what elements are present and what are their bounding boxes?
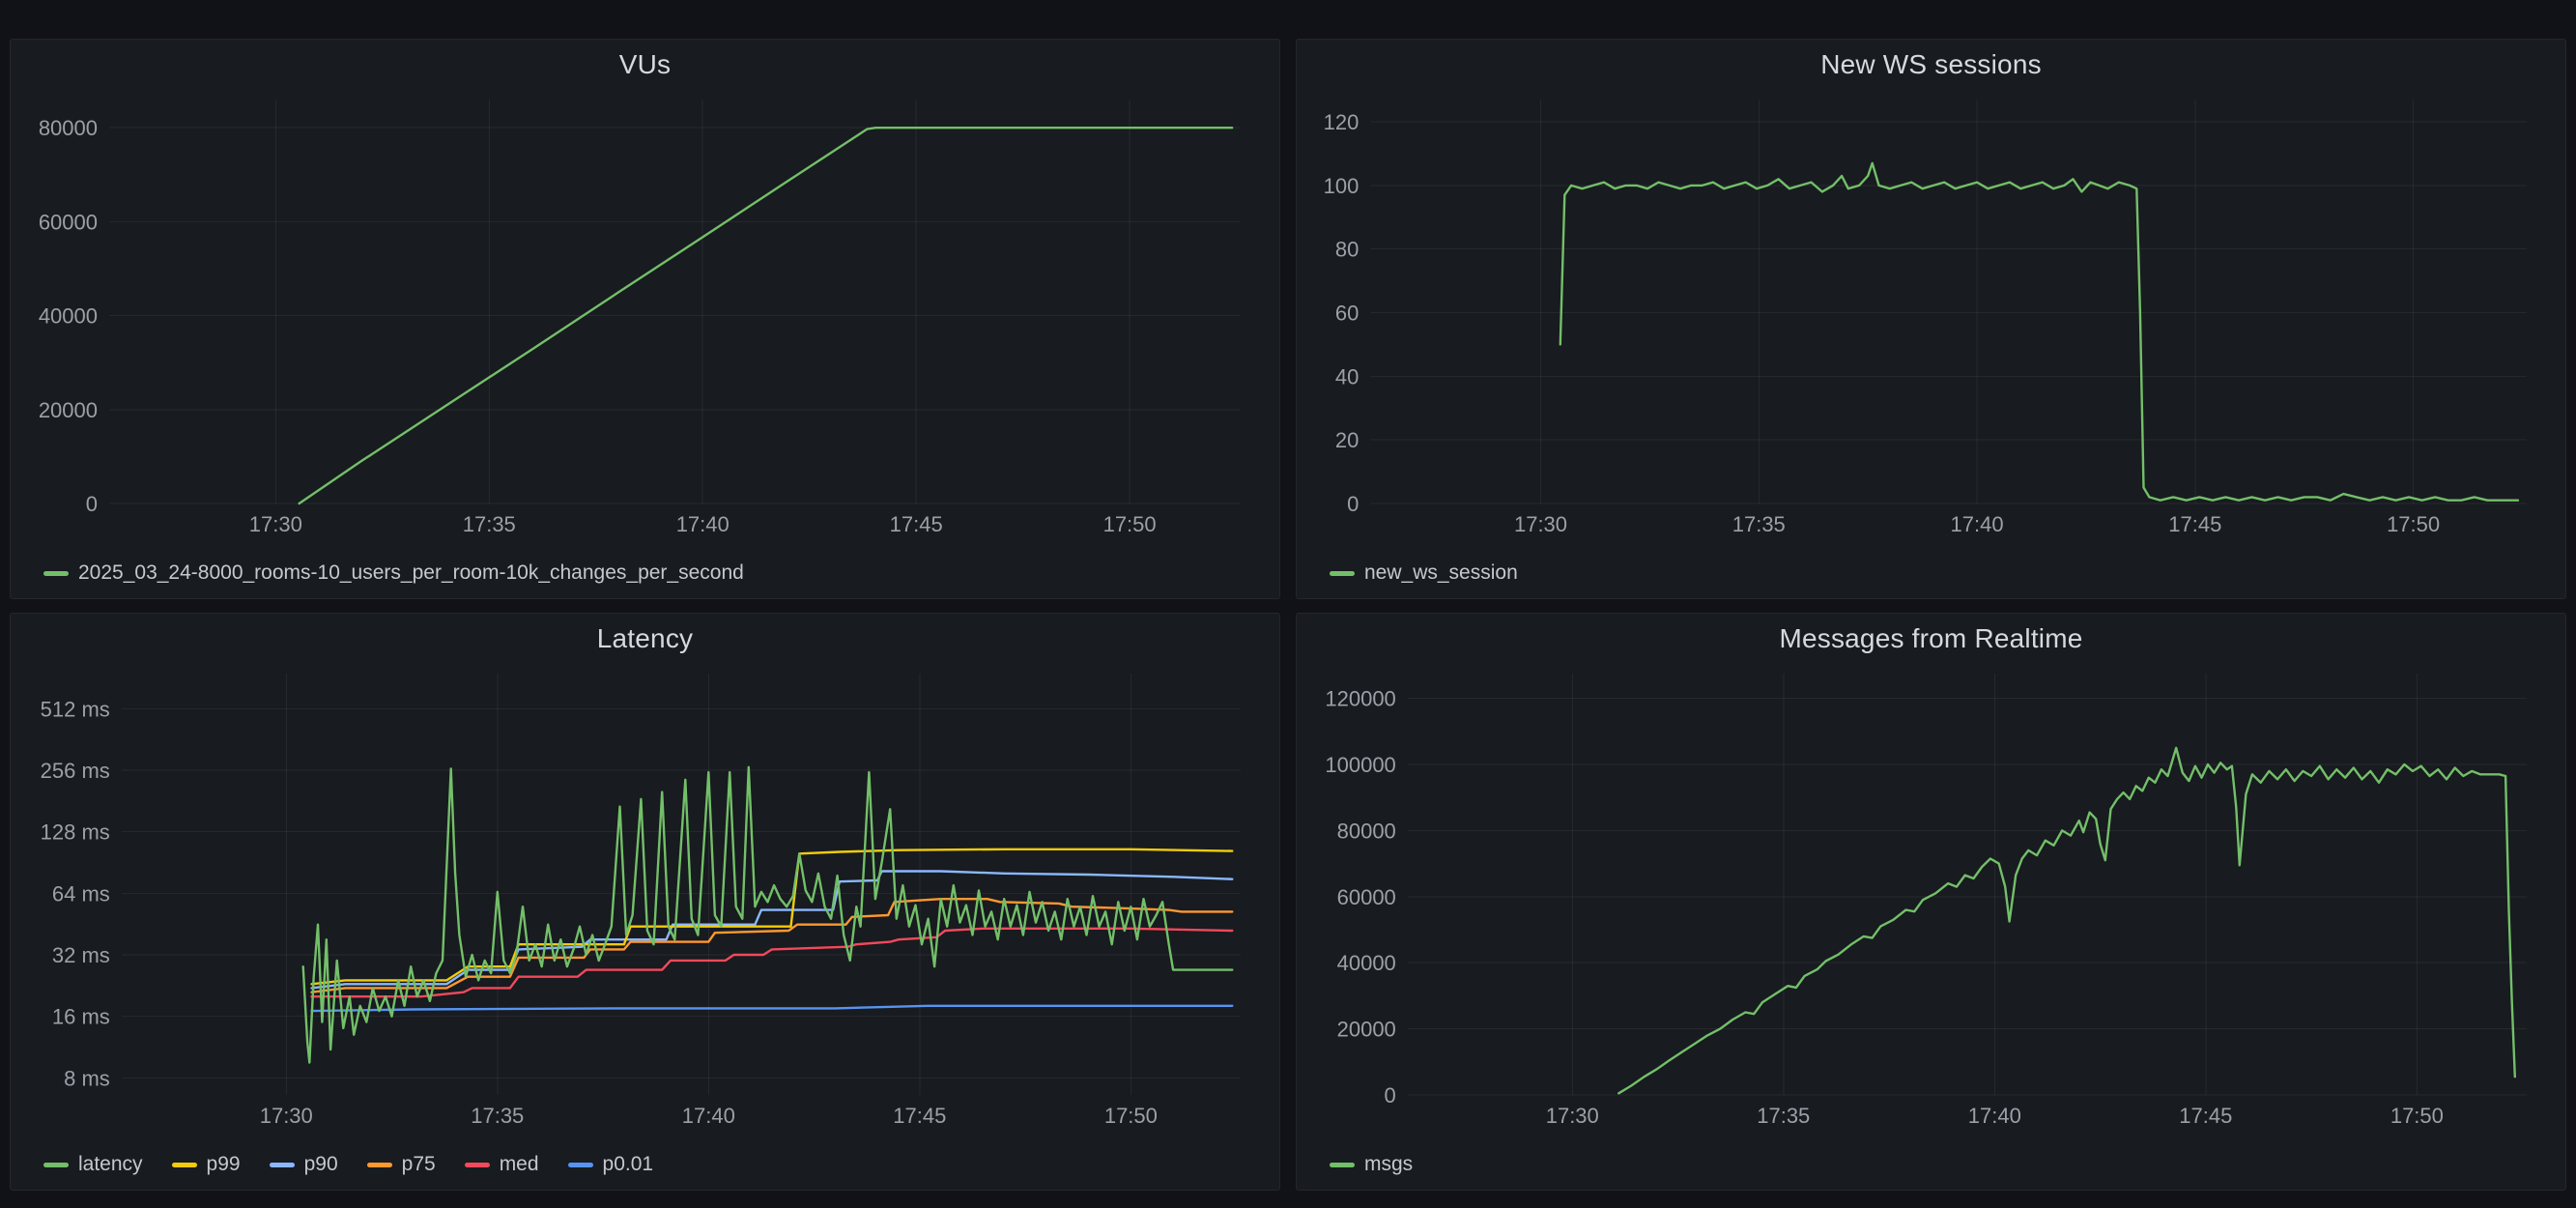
svg-text:20000: 20000: [39, 398, 98, 422]
svg-text:40: 40: [1335, 364, 1359, 388]
new-ws-sessions-legend: new_ws_session: [1330, 561, 1518, 585]
legend-item-p90[interactable]: p90: [269, 1153, 338, 1176]
svg-text:17:35: 17:35: [1732, 512, 1786, 536]
legend-item-new-ws-session[interactable]: new_ws_session: [1330, 561, 1518, 585]
svg-text:40000: 40000: [39, 304, 98, 329]
svg-text:17:30: 17:30: [1546, 1104, 1599, 1128]
legend-series-label: p75: [401, 1153, 436, 1175]
svg-text:120000: 120000: [1325, 687, 1395, 711]
legend-series-label: new_ws_session: [1364, 561, 1518, 584]
svg-text:256 ms: 256 ms: [41, 759, 110, 783]
svg-text:80000: 80000: [39, 116, 98, 140]
svg-text:17:45: 17:45: [890, 512, 943, 536]
svg-text:120: 120: [1324, 110, 1360, 134]
legend-series-swatch: [1330, 570, 1355, 576]
svg-text:17:45: 17:45: [2179, 1104, 2232, 1128]
svg-text:17:45: 17:45: [2168, 512, 2221, 536]
new-ws-sessions-plot-area[interactable]: 17:30 17:35 17:40 17:45 17:50 0 20 40 60 80 100 120: [1306, 84, 2556, 538]
svg-text:17:35: 17:35: [1757, 1104, 1810, 1128]
legend-series-label: p90: [303, 1153, 338, 1175]
panel-title-messages-from-realtime[interactable]: Messages from Realtime: [1779, 623, 2083, 653]
dashboard-grid: VUs 17:30 17:35 17:40 17:45 17:50 0 20000 40000…: [10, 39, 2566, 1191]
svg-text:8 ms: 8 ms: [64, 1066, 110, 1090]
svg-text:60: 60: [1335, 302, 1359, 326]
svg-text:17:30: 17:30: [260, 1104, 313, 1128]
legend-series-label: msgs: [1364, 1153, 1414, 1175]
messages-plot-area[interactable]: 17:30 17:35 17:40 17:45 17:50 0 20000 40000 6000…: [1306, 658, 2556, 1130]
legend-item-p99[interactable]: p99: [171, 1153, 241, 1176]
legend-series-swatch: [1330, 1162, 1355, 1167]
svg-text:100000: 100000: [1325, 753, 1395, 777]
svg-text:0: 0: [1385, 1083, 1396, 1107]
panel-title-latency[interactable]: Latency: [596, 623, 694, 653]
svg-text:60000: 60000: [1337, 885, 1396, 909]
svg-text:0: 0: [1347, 492, 1359, 516]
panel-latency: Latency 17:30 17:35 17:40 17:45 17:50 8 ms 16 …: [10, 613, 1280, 1191]
legend-series-label: 2025_03_24-8000_rooms-10_users_per_room-…: [78, 561, 744, 584]
svg-text:20000: 20000: [1337, 1018, 1396, 1042]
svg-text:17:30: 17:30: [249, 512, 302, 536]
svg-text:16 ms: 16 ms: [52, 1005, 110, 1029]
svg-text:17:40: 17:40: [1968, 1104, 2021, 1128]
svg-text:64 ms: 64 ms: [52, 881, 110, 906]
svg-text:17:35: 17:35: [463, 512, 516, 536]
legend-series-label: p99: [206, 1153, 241, 1175]
svg-text:17:45: 17:45: [893, 1104, 946, 1128]
legend-item-2025-03-24-8000-rooms-10-users-per-room-10k-changes-per-second[interactable]: 2025_03_24-8000_rooms-10_users_per_room-…: [43, 561, 744, 585]
legend-series-label: med: [499, 1153, 539, 1175]
legend-item-p75[interactable]: p75: [366, 1153, 436, 1176]
svg-text:17:50: 17:50: [1103, 512, 1157, 536]
vus-plot-area[interactable]: 17:30 17:35 17:40 17:45 17:50 0 20000 40000 6000…: [20, 84, 1270, 538]
panel-title-vus[interactable]: VUs: [618, 49, 672, 79]
svg-text:80: 80: [1335, 238, 1359, 262]
legend-item-msgs[interactable]: msgs: [1330, 1153, 1413, 1176]
svg-text:60000: 60000: [39, 210, 98, 234]
svg-text:17:40: 17:40: [1951, 512, 2004, 536]
svg-text:20: 20: [1335, 428, 1359, 452]
legend-series-swatch: [366, 1162, 392, 1167]
legend-item-p0-01[interactable]: p0.01: [567, 1153, 654, 1176]
svg-text:17:40: 17:40: [676, 512, 730, 536]
svg-text:17:50: 17:50: [2387, 512, 2440, 536]
svg-text:128 ms: 128 ms: [41, 820, 110, 845]
svg-text:0: 0: [86, 492, 98, 516]
latency-plot-area[interactable]: 17:30 17:35 17:40 17:45 17:50 8 ms 16 ms 32 ms 6…: [20, 658, 1270, 1130]
legend-series-swatch: [43, 570, 69, 576]
latency-legend: latency p99 p90 p75 med p0.01: [43, 1153, 653, 1176]
legend-series-swatch: [171, 1162, 197, 1167]
legend-series-swatch: [269, 1162, 295, 1167]
panel-vus: VUs 17:30 17:35 17:40 17:45 17:50 0 20000 40000…: [10, 39, 1280, 599]
svg-text:17:40: 17:40: [682, 1104, 735, 1128]
svg-text:40000: 40000: [1337, 951, 1396, 975]
legend-item-med[interactable]: med: [464, 1153, 539, 1176]
svg-text:17:30: 17:30: [1514, 512, 1567, 536]
svg-text:32 ms: 32 ms: [52, 943, 110, 967]
vus-legend: 2025_03_24-8000_rooms-10_users_per_room-…: [43, 561, 744, 585]
messages-legend: msgs: [1330, 1153, 1413, 1176]
legend-series-swatch: [43, 1162, 69, 1167]
svg-text:80000: 80000: [1337, 819, 1396, 843]
panel-new-ws-sessions: New WS sessions 17:30 17:35 17:40 17:45 17:5…: [1296, 39, 2566, 599]
panel-messages-from-realtime: Messages from Realtime 17:30 17:35 17:40 17…: [1296, 613, 2566, 1191]
svg-text:17:35: 17:35: [471, 1104, 524, 1128]
legend-series-label: p0.01: [602, 1153, 654, 1175]
legend-item-latency[interactable]: latency: [43, 1153, 143, 1176]
legend-series-label: latency: [78, 1153, 143, 1175]
svg-text:17:50: 17:50: [1104, 1104, 1158, 1128]
legend-series-swatch: [567, 1162, 593, 1167]
svg-text:512 ms: 512 ms: [41, 697, 110, 721]
svg-text:100: 100: [1324, 174, 1360, 198]
legend-series-swatch: [464, 1162, 490, 1167]
panel-title-new-ws-sessions[interactable]: New WS sessions: [1820, 49, 2042, 79]
svg-text:17:50: 17:50: [2390, 1104, 2444, 1128]
